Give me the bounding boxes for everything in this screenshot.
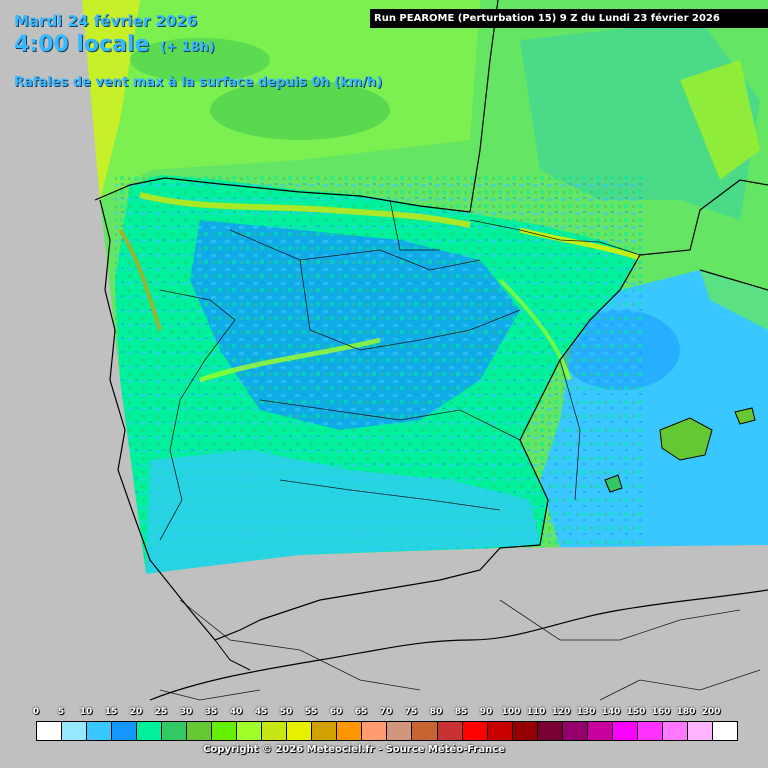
legend-label: 140 (601, 707, 621, 717)
parameter-title: Rafales de vent max à la surface depuis … (14, 75, 383, 90)
legend-label: 10 (79, 707, 93, 717)
legend-swatch (687, 722, 713, 740)
legend-label: 65 (354, 707, 368, 717)
legend-label: 5 (57, 707, 65, 717)
run-info-banner: Run PEAROME (Perturbation 15) 9 Z du Lun… (370, 9, 768, 28)
legend-bar (36, 721, 738, 741)
legend-label: 180 (676, 707, 696, 717)
legend-label: 85 (454, 707, 468, 717)
legend-swatch (637, 722, 663, 740)
legend-swatch (187, 722, 213, 740)
legend-label: 40 (229, 707, 243, 717)
legend-swatch (237, 722, 263, 740)
legend-label: 55 (304, 707, 318, 717)
legend-swatch (562, 722, 588, 740)
legend-swatch (137, 722, 163, 740)
coastlines (94, 0, 768, 641)
legend-swatch (437, 722, 463, 740)
sea-patch (130, 38, 270, 82)
legend-label: 45 (254, 707, 268, 717)
copyright-footer: Copyright © 2026 Meteociel.fr - Source M… (0, 744, 768, 755)
ridge-cantabrian (139, 192, 471, 228)
color-legend: 0 5 10 15 20 25 30 35 40 45 50 55 60 65 70 75 80 85 90 100 1… (32, 707, 746, 741)
legend-swatch (512, 722, 538, 740)
legend-swatch (62, 722, 88, 740)
legend-label: 90 (479, 707, 493, 717)
legend-swatch (212, 722, 238, 740)
legend-label: 70 (379, 707, 393, 717)
legend-label: 75 (404, 707, 418, 717)
ridge-central (199, 337, 381, 383)
legend-label: 0 (32, 707, 40, 717)
legend-label: 50 (279, 707, 293, 717)
legend-label: 130 (576, 707, 596, 717)
legend-swatch (362, 722, 388, 740)
island-mallorca (659, 417, 713, 461)
legend-swatch (37, 722, 63, 740)
legend-swatch (337, 722, 363, 740)
ridge-galicia (118, 228, 162, 331)
legend-label: 100 (501, 707, 521, 717)
legend-label: 30 (179, 707, 193, 717)
legend-label: 80 (429, 707, 443, 717)
forecast-lead-time: (+ 18h) (160, 40, 215, 55)
legend-swatch (487, 722, 513, 740)
legend-swatch (287, 722, 313, 740)
legend-swatch (537, 722, 563, 740)
island-menorca (734, 407, 756, 425)
legend-label: 110 (526, 707, 546, 717)
legend-swatch (312, 722, 338, 740)
north-africa-coast (149, 589, 768, 701)
copyright-text: Copyright © 2026 Meteociel.fr - Source M… (203, 744, 505, 755)
legend-label: 200 (701, 707, 721, 717)
legend-swatch (112, 722, 138, 740)
model-domain-edge-yellow (82, 0, 140, 200)
strait-coast (214, 639, 251, 671)
legend-label: 15 (104, 707, 118, 717)
region-gulf-lion (700, 240, 768, 330)
legend-label: 60 (329, 707, 343, 717)
legend-swatch (412, 722, 438, 740)
admin-borders (159, 199, 761, 701)
legend-swatch (162, 722, 188, 740)
legend-labels: 0 5 10 15 20 25 30 35 40 45 50 55 60 65 70 75 80 85 90 100 1… (32, 707, 746, 719)
legend-label: 35 (204, 707, 218, 717)
legend-label: 120 (551, 707, 571, 717)
legend-swatch (712, 722, 737, 740)
legend-swatch (662, 722, 688, 740)
legend-label: 25 (154, 707, 168, 717)
forecast-time: 4:00 locale (14, 32, 150, 57)
ridge-iberian (498, 278, 572, 381)
legend-swatch (587, 722, 613, 740)
island-ibiza (604, 474, 623, 493)
region-france-inner (520, 20, 760, 220)
legend-swatch (612, 722, 638, 740)
legend-label: 150 (626, 707, 646, 717)
legend-swatch (262, 722, 288, 740)
legend-swatch (87, 722, 113, 740)
legend-label: 160 (651, 707, 671, 717)
legend-swatch (387, 722, 413, 740)
legend-swatch (462, 722, 488, 740)
legend-label: 20 (129, 707, 143, 717)
forecast-date: Mardi 24 février 2026 (14, 12, 198, 30)
region-iberia-south (146, 450, 540, 574)
region-france-mountains (680, 60, 760, 180)
sea-patch (210, 80, 390, 140)
